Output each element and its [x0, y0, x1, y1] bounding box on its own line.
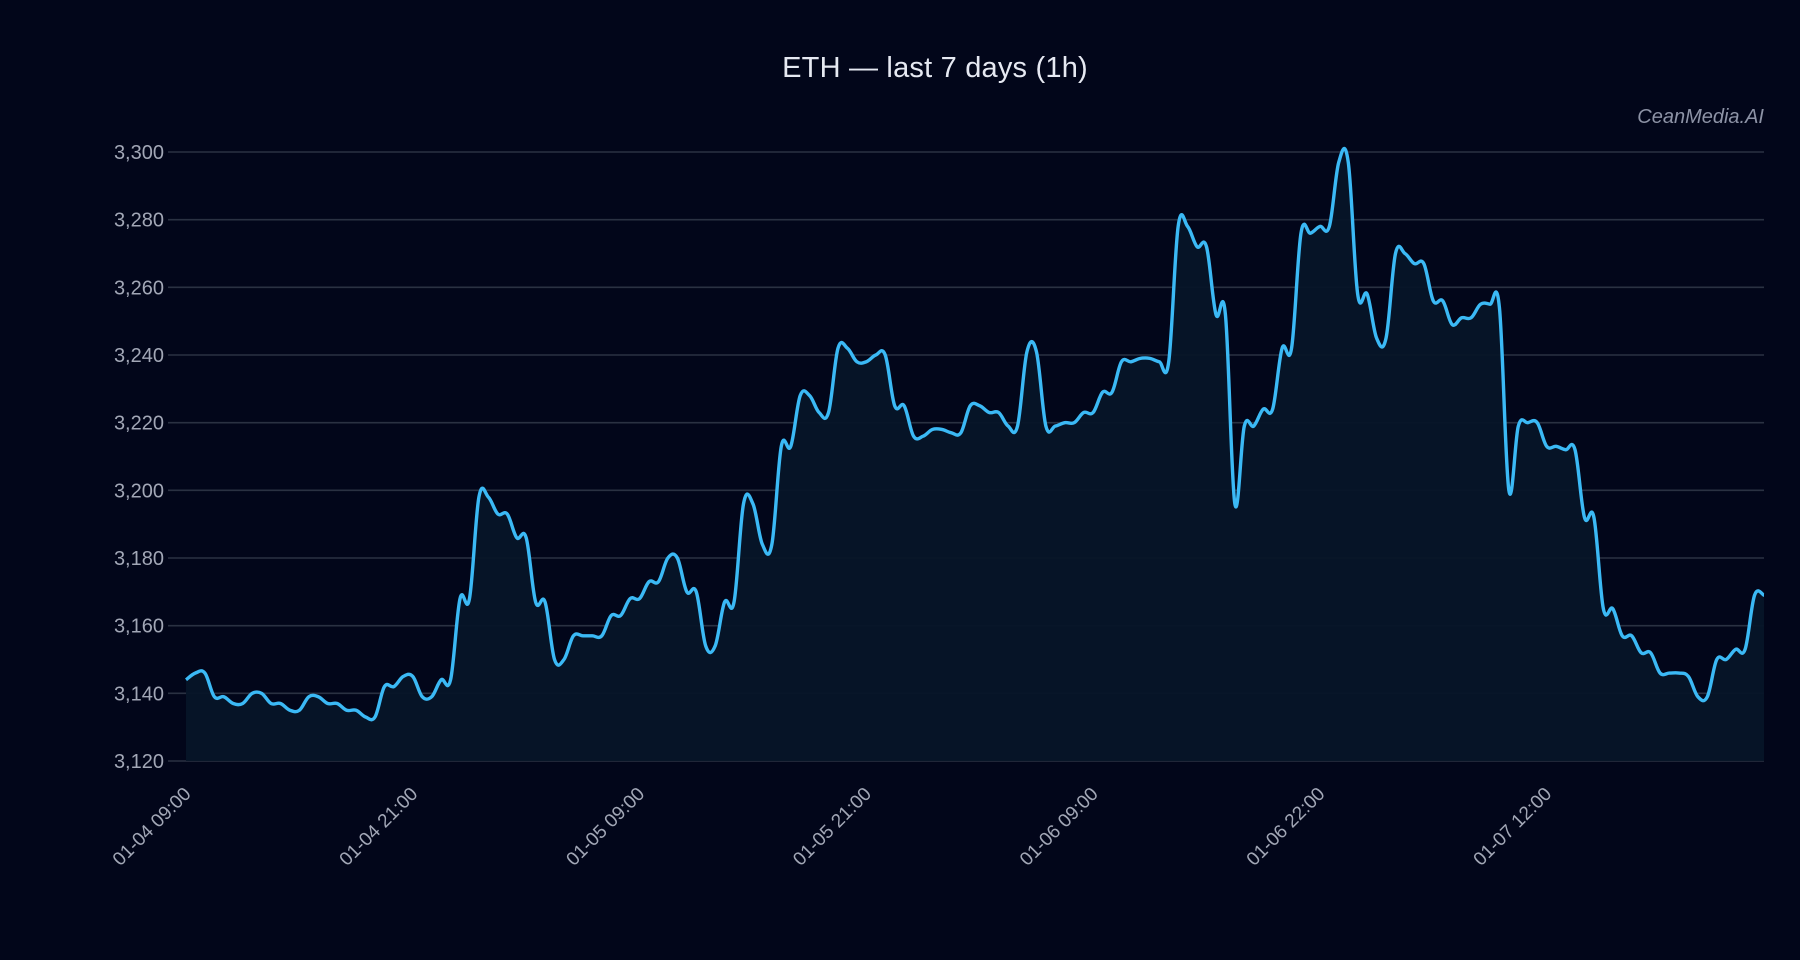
- y-tick-label: 3,300: [114, 142, 164, 164]
- x-axis: 01-04 09:00 01-04 21:00 01-05 09:00 01-05 2…: [109, 784, 1556, 871]
- area-fill: [186, 148, 1764, 761]
- y-tick-label: 3,160: [114, 616, 164, 638]
- y-axis: 3,120 3,140 3,160 3,180 3,200 3,220 3,240 3,260…: [114, 142, 164, 773]
- y-tick-label: 3,200: [114, 480, 164, 502]
- x-tick-label: 01-07 12:00: [1470, 784, 1557, 871]
- x-tick-label: 01-04 21:00: [336, 784, 423, 871]
- x-tick-label: 01-06 09:00: [1016, 784, 1103, 871]
- y-tick-label: 3,220: [114, 413, 164, 435]
- chart-title: ETH — last 7 days (1h): [782, 52, 1088, 84]
- y-tick-label: 3,120: [114, 751, 164, 773]
- y-tick-label: 3,140: [114, 683, 164, 705]
- y-tick-label: 3,260: [114, 277, 164, 299]
- x-tick-label: 01-05 21:00: [789, 784, 876, 871]
- y-tick-label: 3,240: [114, 345, 164, 367]
- x-tick-label: 01-06 22:00: [1243, 784, 1330, 871]
- x-tick-label: 01-04 09:00: [109, 784, 196, 871]
- price-line: [184, 146, 1765, 722]
- watermark: CeanMedia.AI: [1637, 106, 1764, 128]
- y-tick-label: 3,180: [114, 548, 164, 570]
- y-tick-label: 3,280: [114, 210, 164, 232]
- x-tick-label: 01-05 09:00: [563, 784, 650, 871]
